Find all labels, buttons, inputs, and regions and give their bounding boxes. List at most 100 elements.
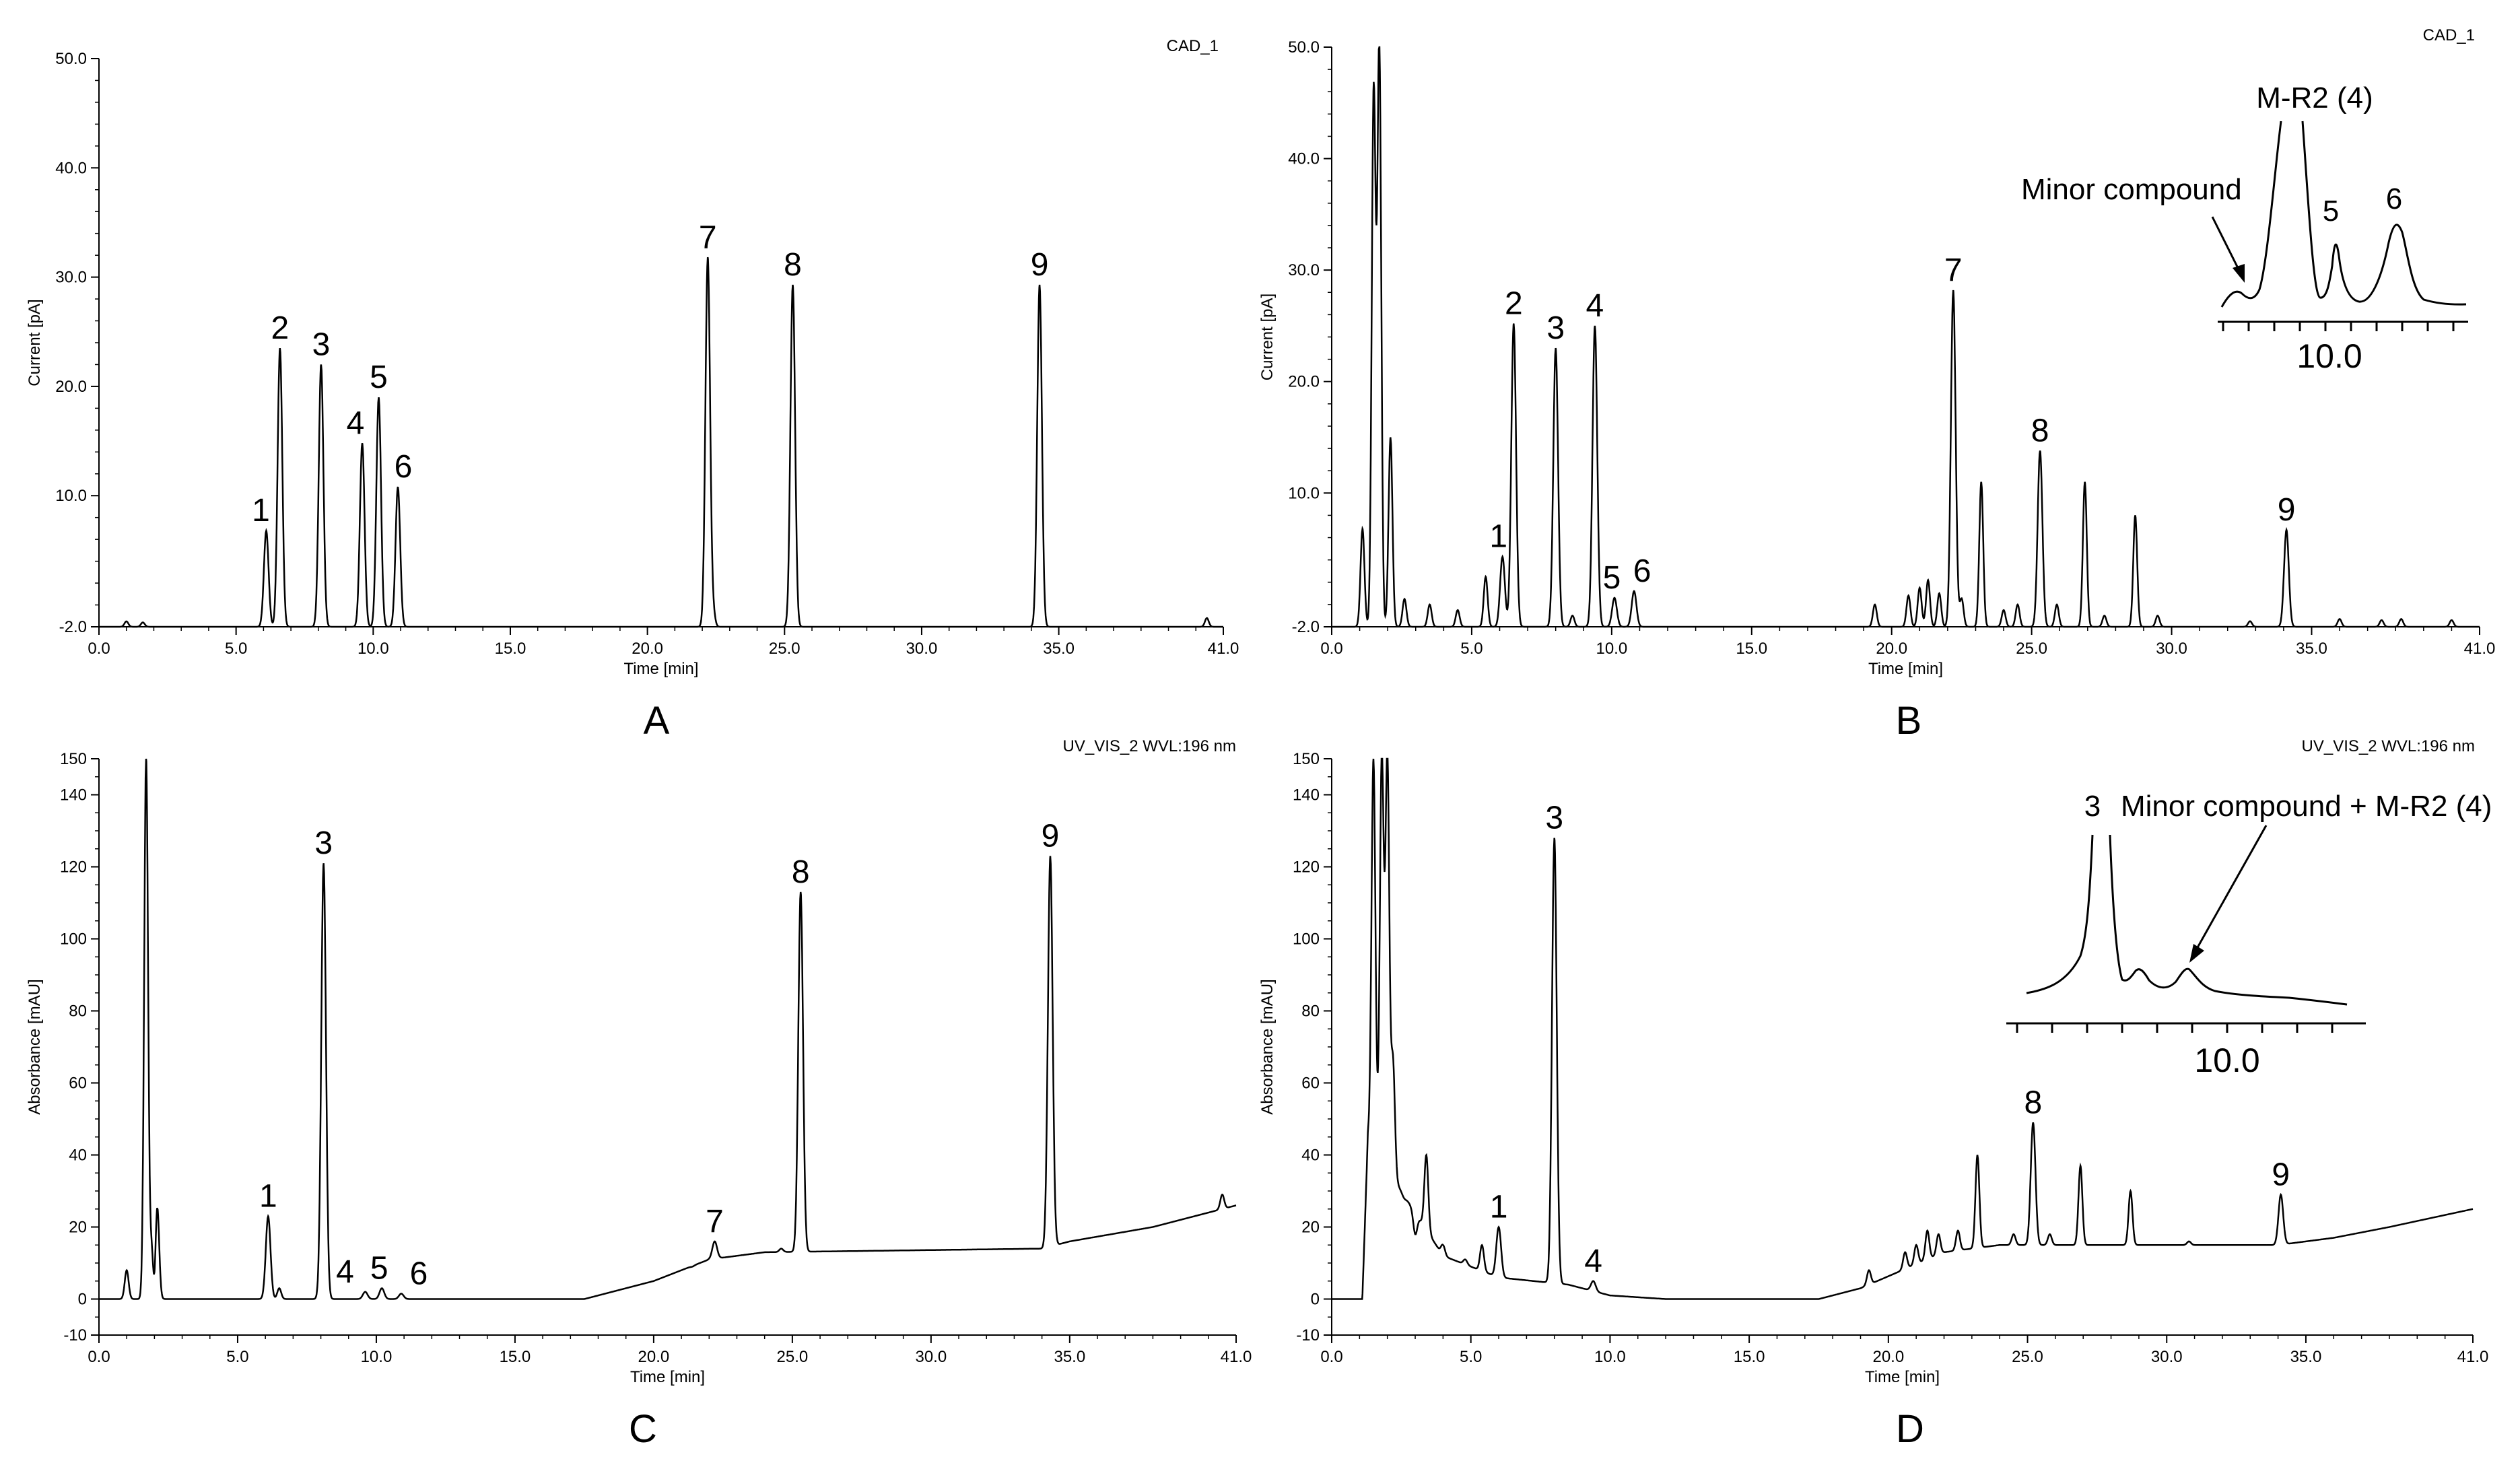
x-tick-label: 15.0 xyxy=(495,640,526,658)
detector-label: CAD_1 xyxy=(2423,26,2475,44)
y-tick-label: 20 xyxy=(69,1219,87,1237)
x-tick-label: 5.0 xyxy=(226,1348,248,1366)
y-axis-title: Current [pA] xyxy=(1258,294,1276,380)
chromatogram-trace xyxy=(99,257,1223,628)
y-tick-label: 80 xyxy=(1301,1002,1320,1021)
inset-b-axis-ticks xyxy=(2222,322,2455,331)
y-tick-label: 80 xyxy=(69,1002,87,1021)
x-tick-label: 15.0 xyxy=(1734,1348,1765,1366)
x-tick-label: 0.0 xyxy=(88,1348,110,1366)
peak-label: 3 xyxy=(1546,310,1565,346)
peak-label: 4 xyxy=(336,1254,354,1290)
x-tick-label: 20.0 xyxy=(632,640,663,658)
peak-label: 6 xyxy=(410,1256,428,1291)
x-tick-label: 10.0 xyxy=(361,1348,393,1366)
x-tick-label: 30.0 xyxy=(2156,640,2187,658)
peak-label: 9 xyxy=(1042,818,1060,854)
x-tick-label: 25.0 xyxy=(769,640,801,658)
y-tick-label: 30.0 xyxy=(55,269,87,287)
peak-label: 1 xyxy=(259,1178,277,1214)
x-tick-label: 15.0 xyxy=(1736,640,1767,658)
x-tick-label: 35.0 xyxy=(1054,1348,1085,1366)
y-tick-label: 120 xyxy=(1293,858,1320,877)
chromatogram-trace xyxy=(1332,757,2474,1300)
peak-label: 3 xyxy=(1545,800,1563,836)
y-tick-label: 40.0 xyxy=(55,159,87,177)
y-tick-label: 150 xyxy=(1293,750,1320,768)
y-tick-label: -10 xyxy=(1296,1326,1320,1344)
x-axis-title: Time [min] xyxy=(1868,660,1943,678)
y-tick-label: 150 xyxy=(60,750,87,768)
peak-label: 5 xyxy=(370,1250,388,1286)
x-tick-label: 10.0 xyxy=(357,640,389,658)
peak-label: 8 xyxy=(2031,413,2049,448)
x-tick-label: 15.0 xyxy=(500,1348,531,1366)
y-tick-label: 140 xyxy=(60,786,87,805)
inset-b-trace xyxy=(2220,121,2467,308)
y-tick-label: 40 xyxy=(69,1147,87,1165)
chromatogram-trace xyxy=(1332,46,2480,628)
peak-label: 7 xyxy=(706,1204,724,1239)
x-tick-label: 25.0 xyxy=(2016,640,2047,658)
panel-a-cad-chromatogram: 0.0 5.0 10.0 15.0 20.0 25.0 30.0 35.0 41.0 -2.0 10… xyxy=(26,37,1239,743)
x-tick-label: 5.0 xyxy=(1460,640,1483,658)
x-tick-label: 5.0 xyxy=(225,640,247,658)
peak-label: 2 xyxy=(1505,286,1523,322)
x-tick-label: 20.0 xyxy=(1872,1348,1904,1366)
peak-label: 9 xyxy=(2272,1157,2290,1192)
inset-d-axis-ticks xyxy=(2016,1023,2334,1033)
inset-b-peak-5: 5 xyxy=(2323,195,2339,228)
peak-label: 8 xyxy=(784,247,802,283)
x-tick-label: 0.0 xyxy=(1320,640,1342,658)
peak-label: 3 xyxy=(314,825,333,861)
y-tick-label: 50.0 xyxy=(1288,38,1320,57)
y-tick-label: 0 xyxy=(1311,1291,1320,1309)
y-tick-label: 10.0 xyxy=(55,487,87,505)
x-tick-label: 35.0 xyxy=(1043,640,1075,658)
peak-label: 3 xyxy=(312,327,331,362)
inset-d-annotation: Minor compound + M-R2 (4) xyxy=(2121,790,2492,823)
y-tick-label: 0 xyxy=(78,1291,87,1309)
y-tick-label: 40 xyxy=(1301,1147,1320,1165)
inset-d-arrowhead xyxy=(2189,944,2204,963)
x-tick-label: 10.0 xyxy=(1596,640,1627,658)
x-tick-label: 35.0 xyxy=(2296,640,2327,658)
y-tick-label: 50.0 xyxy=(55,50,87,68)
y-tick-label: 100 xyxy=(1293,930,1320,949)
x-axis-title: Time [min] xyxy=(630,1368,705,1386)
panel-letter: B xyxy=(1896,699,1922,743)
inset-d-tick-label: 10.0 xyxy=(2194,1042,2259,1079)
x-tick-label: 0.0 xyxy=(88,640,110,658)
panel-letter: D xyxy=(1896,1407,1924,1451)
peak-label: 9 xyxy=(2278,492,2296,528)
x-tick-label: 20.0 xyxy=(638,1348,670,1366)
y-tick-label: 20.0 xyxy=(1288,373,1320,391)
inset-d-arrow xyxy=(2192,825,2268,955)
y-tick-label: -2.0 xyxy=(59,618,87,636)
x-tick-label: 30.0 xyxy=(906,640,938,658)
peak-label: 4 xyxy=(1584,1243,1602,1279)
peak-label: 1 xyxy=(252,493,270,529)
peak-label: 2 xyxy=(271,310,289,346)
panel-c-uv-chromatogram: 0.0 5.0 10.0 15.0 20.0 25.0 30.0 35.0 41.0 -10 0 20… xyxy=(26,737,1252,1451)
y-axis-title: Current [pA] xyxy=(26,299,44,386)
y-tick-label: 100 xyxy=(60,930,87,949)
x-tick-label: 20.0 xyxy=(1876,640,1907,658)
peak-label: 4 xyxy=(1586,288,1604,324)
peak-label: 1 xyxy=(1489,519,1507,555)
peak-label: 5 xyxy=(370,360,388,395)
x-tick-label: 30.0 xyxy=(2151,1348,2183,1366)
peak-label: 7 xyxy=(1944,252,1963,288)
y-tick-label: -2.0 xyxy=(1292,618,1320,636)
peak-label: 6 xyxy=(1633,553,1651,589)
inset-b-arrowhead xyxy=(2233,264,2245,283)
y-tick-label: 40.0 xyxy=(1288,150,1320,168)
inset-d-trace xyxy=(2026,834,2348,1006)
y-tick-label: -10 xyxy=(63,1326,87,1344)
peak-label: 1 xyxy=(1490,1190,1508,1225)
detector-label: UV_VIS_2 WVL:196 nm xyxy=(2302,737,2475,755)
chromatogram-trace xyxy=(99,758,1237,1300)
y-tick-label: 20 xyxy=(1301,1219,1320,1237)
